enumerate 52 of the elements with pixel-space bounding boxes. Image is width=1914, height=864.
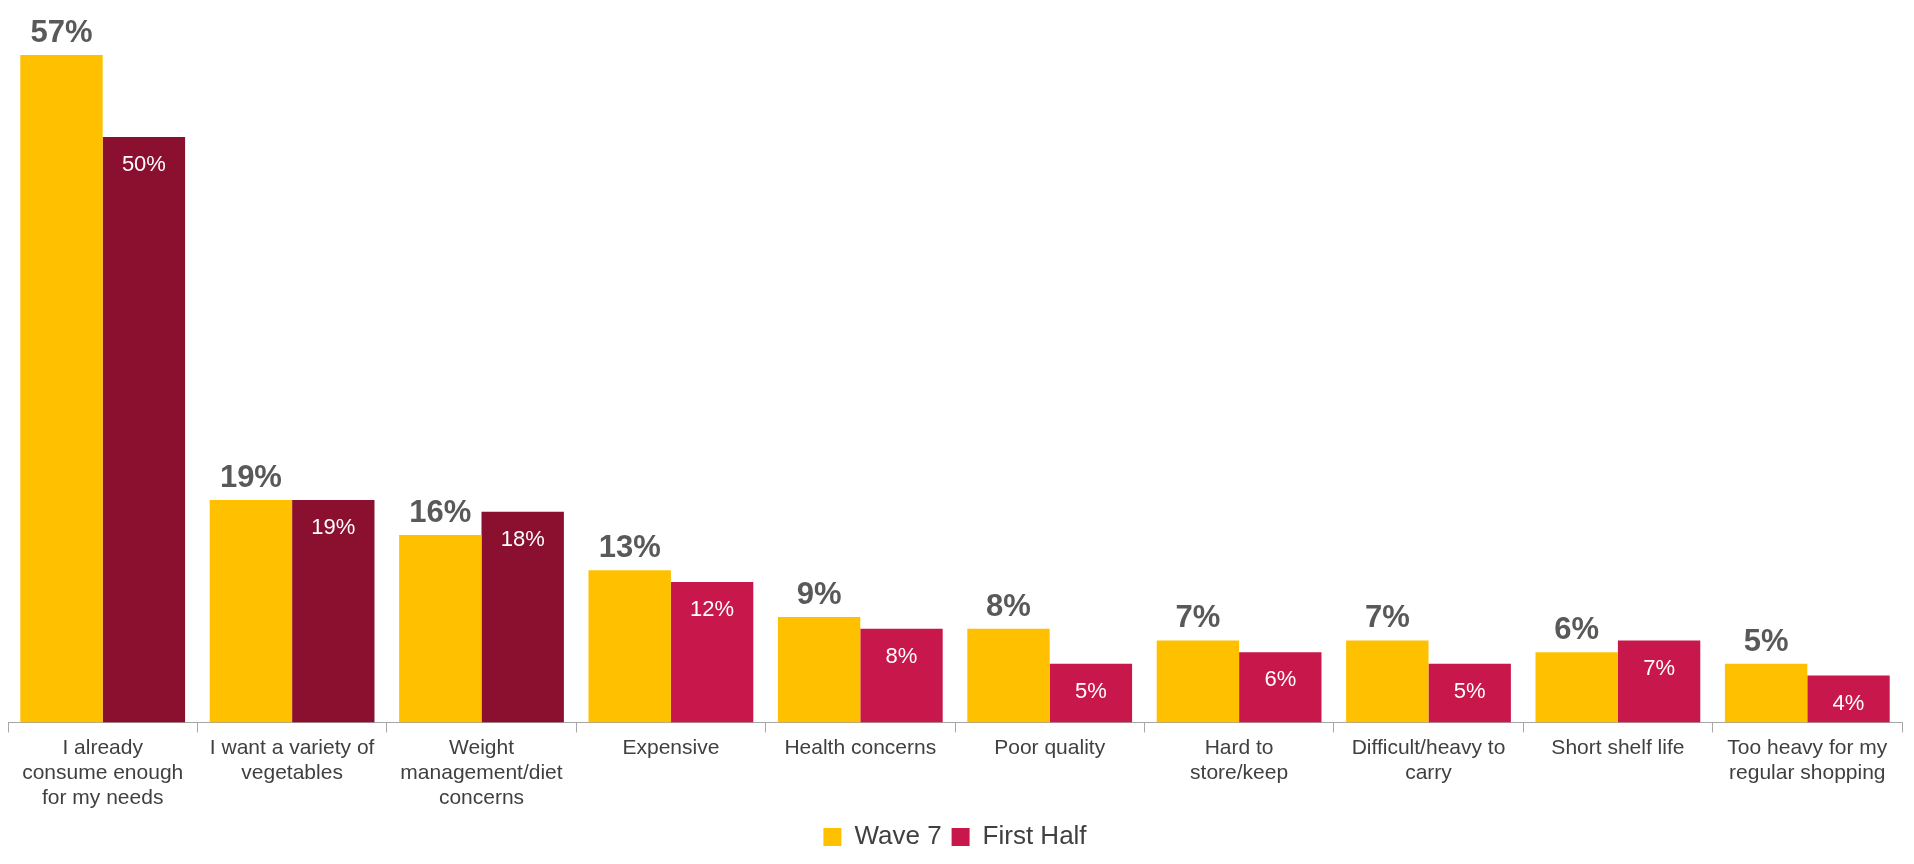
data-label: 6% [1554,611,1600,647]
data-label: 18% [500,525,545,551]
data-label: 7% [1643,654,1675,680]
data-label: 4% [1832,689,1865,715]
x-tick-label: I already consume enough for my needs [22,734,184,809]
bar [20,55,103,723]
data-label: 57% [30,14,93,50]
x-tick-label: Short shelf life [1551,734,1685,758]
x-tick-label: I want a variety of vegetables [209,734,375,783]
bar [1617,640,1701,723]
bar [102,136,186,723]
bar [292,499,375,723]
bar [1239,652,1322,723]
bar [670,581,754,723]
legend-label: First Half [982,820,1088,851]
x-tick-label: Health concerns [784,734,937,758]
data-label: 13% [598,529,661,565]
bar [777,617,861,723]
x-tick-label: Poor quality [994,734,1106,758]
data-label: 5% [1743,622,1789,658]
data-label: 6% [1264,666,1297,692]
bar [1807,675,1890,723]
data-label: 5% [1453,677,1486,703]
data-label: 8% [986,587,1031,623]
bar [967,628,1050,723]
bar [209,499,293,723]
bar [1156,640,1240,723]
bar [1535,652,1618,723]
data-label: 9% [796,576,842,612]
x-tick-label: Too heavy for my regular shopping [1727,734,1888,783]
data-label: 16% [409,494,472,530]
x-tick-label: Difficult/heavy to carry [1351,734,1506,783]
bar [1346,640,1429,723]
bar [1428,663,1511,723]
bar [1724,663,1808,723]
x-tick-label: Expensive [622,734,720,758]
bar [399,535,482,723]
data-label: 7% [1364,599,1410,635]
bar [588,570,671,723]
data-label: 19% [311,514,356,539]
data-label: 12% [690,595,735,621]
legend-label: Wave 7 [854,820,942,851]
data-label: 5% [1075,677,1107,703]
data-label: 50% [121,151,166,177]
bar [481,511,564,723]
bar [1049,663,1133,723]
bar [860,628,943,723]
data-label: 7% [1175,599,1221,635]
x-tick-label: Weight management/diet concerns [400,734,563,809]
data-label: 19% [219,458,282,494]
data-label: 8% [885,642,918,668]
x-tick-label: Hard to store/keep [1190,734,1289,783]
